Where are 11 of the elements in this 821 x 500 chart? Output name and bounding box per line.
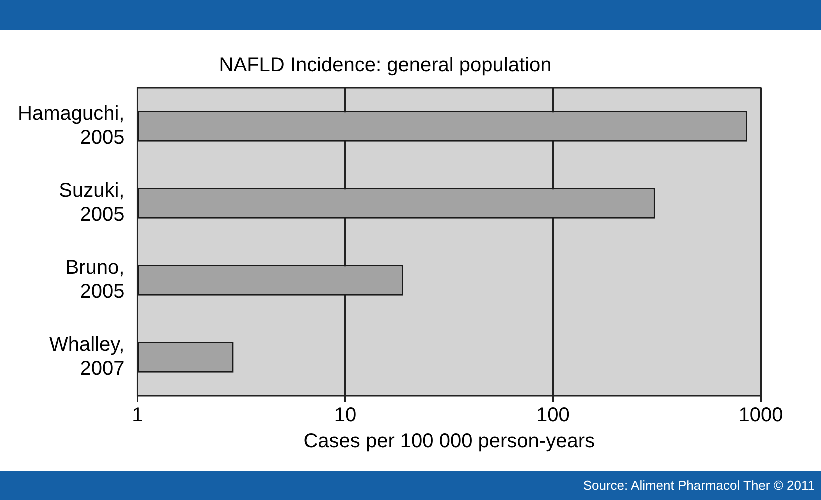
x-tick-label: 1000 bbox=[738, 404, 784, 427]
x-tick-label: 100 bbox=[536, 404, 570, 427]
x-axis-title: Cases per 100 000 person-years bbox=[304, 430, 595, 453]
y-tick-label: Suzuki, 2005 bbox=[59, 180, 125, 226]
chart-title: NAFLD Incidence: general population bbox=[219, 54, 552, 77]
x-tick-label: 10 bbox=[334, 404, 357, 427]
y-tick-label: Hamaguchi, 2005 bbox=[18, 103, 125, 150]
source-note: Source: Aliment Pharmacol Ther © 2011 bbox=[0, 471, 821, 500]
y-tick-label: Whalley, 2007 bbox=[50, 334, 125, 380]
y-tick-label: Bruno, 2005 bbox=[66, 257, 125, 304]
x-tick-label: 1 bbox=[132, 404, 144, 427]
